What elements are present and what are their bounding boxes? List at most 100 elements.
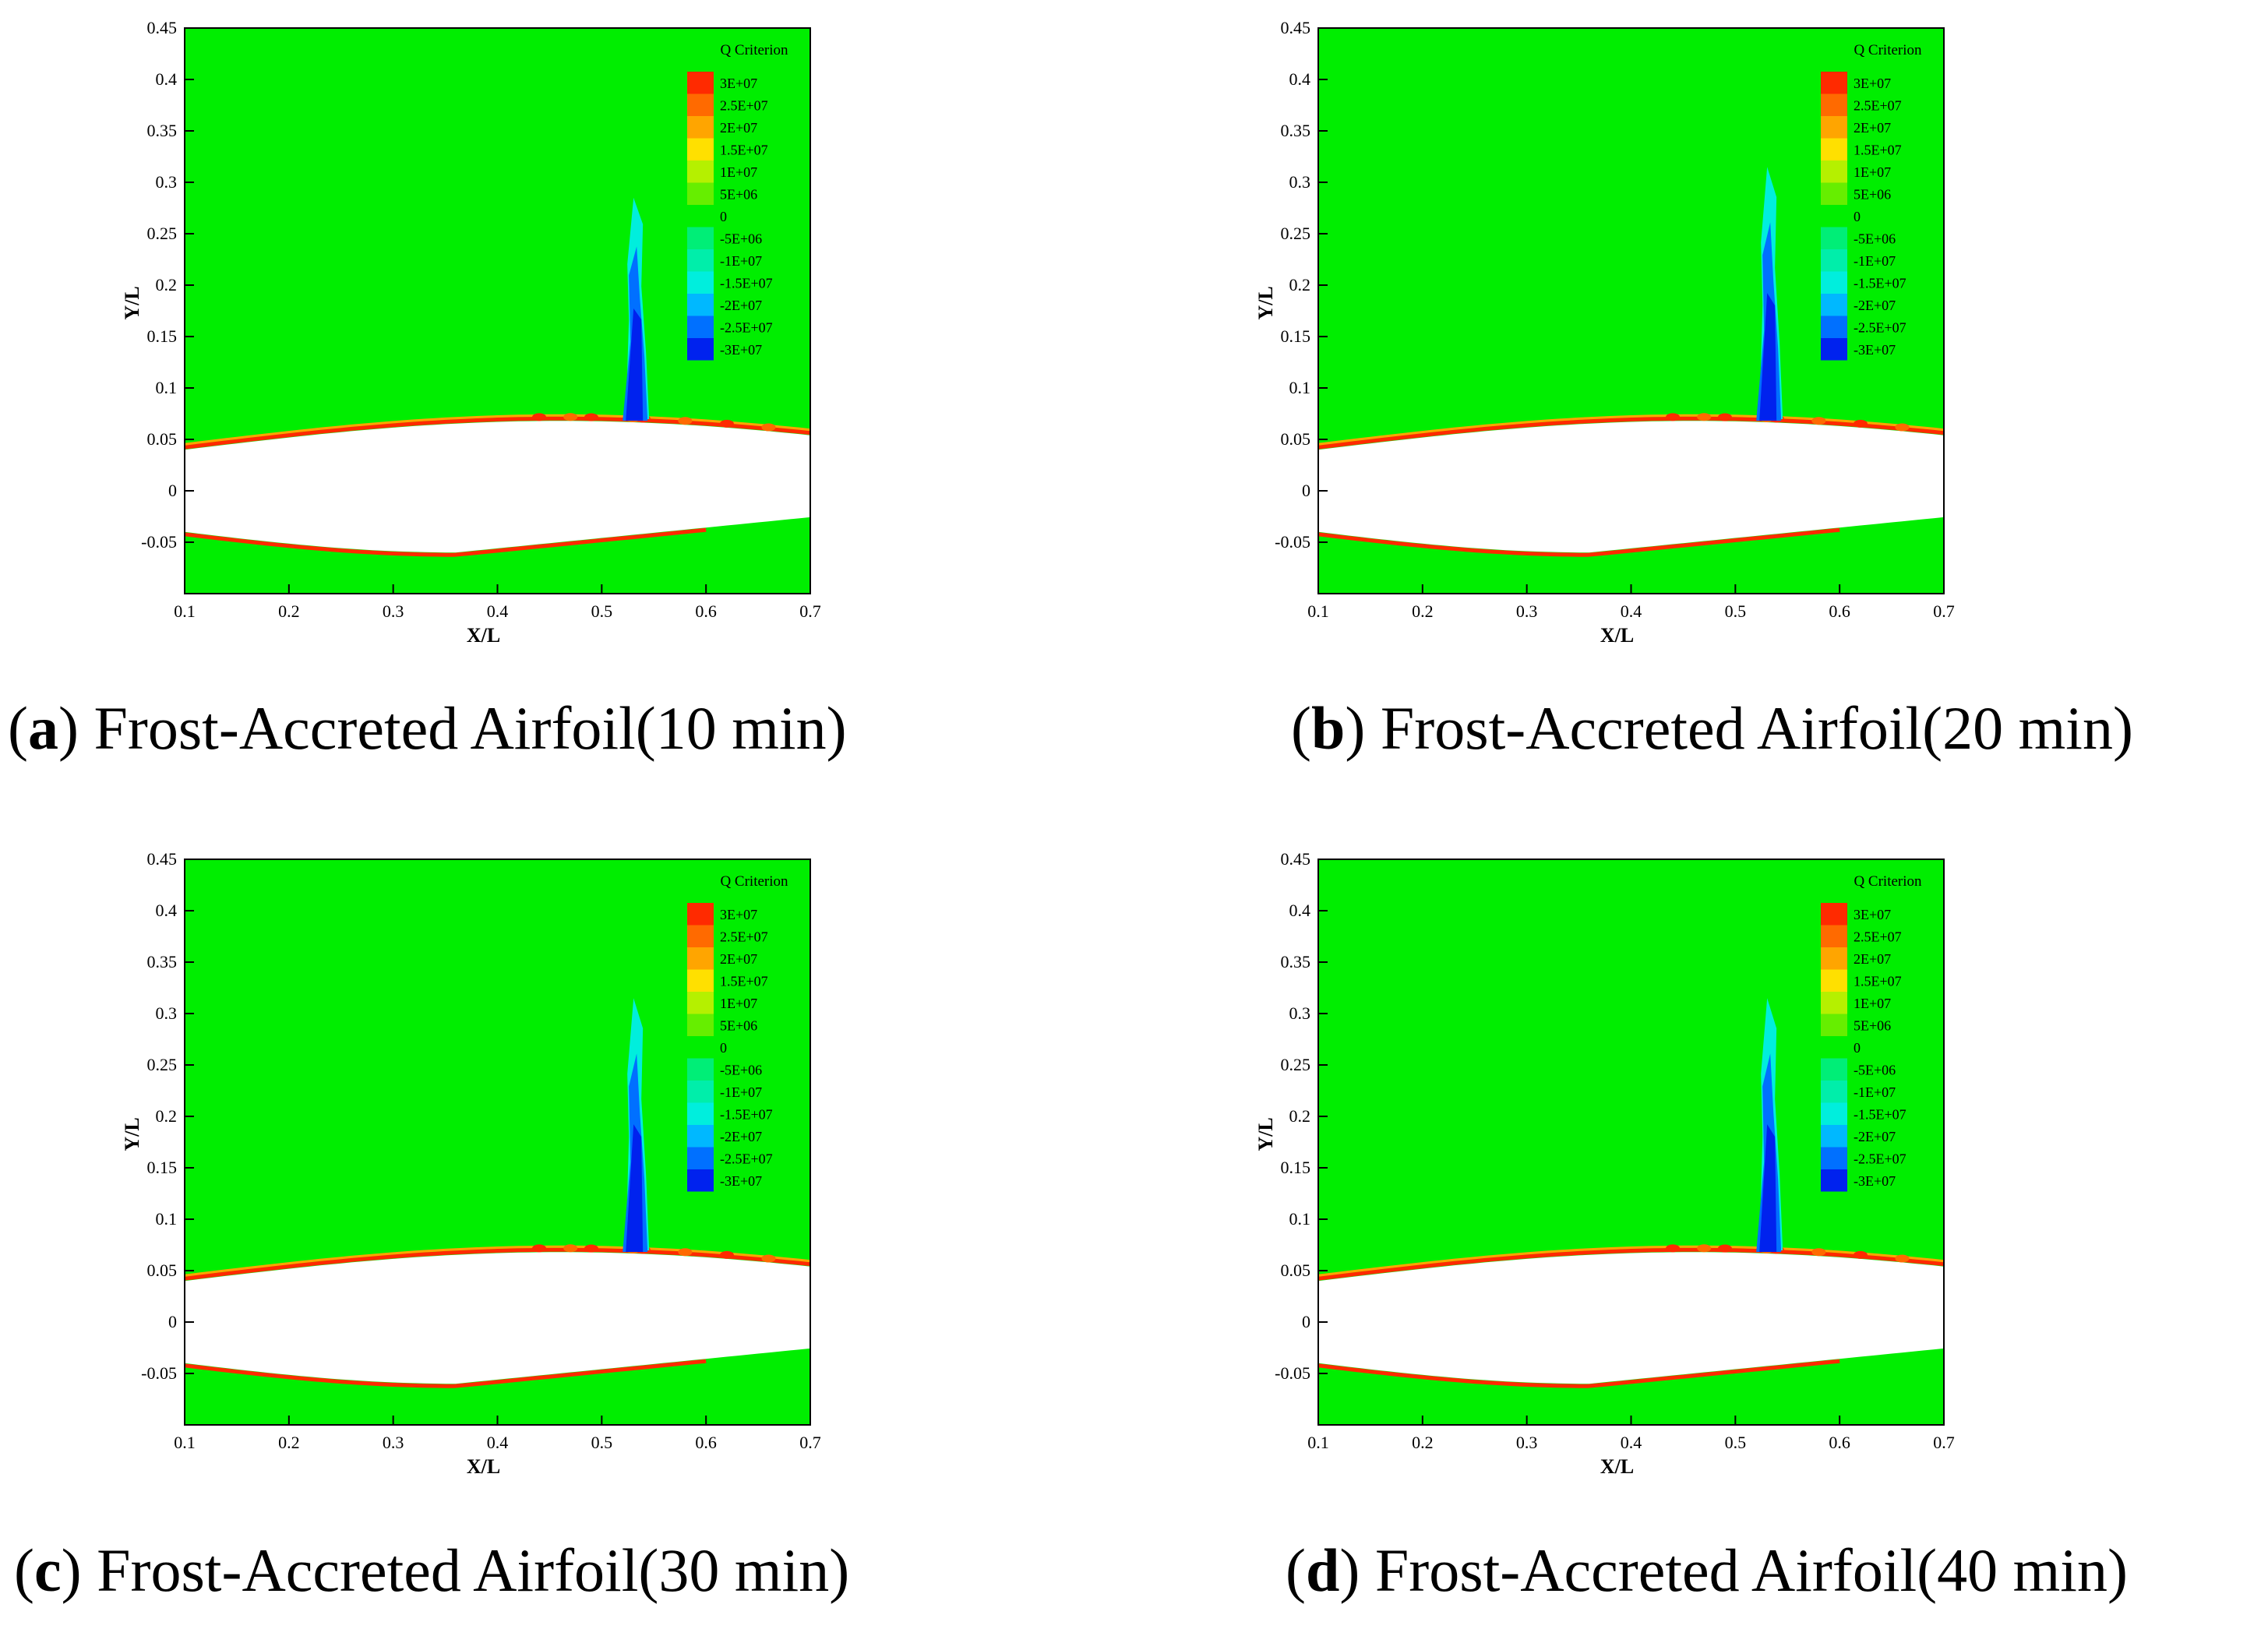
legend-swatch <box>1821 93 1847 116</box>
legend-swatch <box>687 1125 714 1148</box>
y-tick-label: 0.4 <box>1289 901 1311 920</box>
legend-title: Q Criterion <box>720 42 788 58</box>
legend-swatch <box>1821 182 1847 205</box>
y-tick-label: 0.3 <box>1289 172 1311 192</box>
y-tick-label: 0.1 <box>156 378 178 397</box>
y-axis-label: Y/L <box>1254 286 1277 319</box>
legend-label: -5E+06 <box>720 1063 762 1078</box>
legend-label: 5E+06 <box>720 1018 757 1034</box>
x-tick-label: 0.4 <box>1621 1433 1642 1452</box>
x-tick-label: 0.6 <box>695 1433 717 1452</box>
legend-swatch <box>1821 1081 1847 1103</box>
legend-swatch <box>687 1102 714 1125</box>
legend-swatch <box>1821 947 1847 970</box>
x-tick-label: 0.4 <box>487 1433 509 1452</box>
legend-swatch <box>1821 316 1847 338</box>
caption-text: Frost-Accreted Airfoil(20 min) <box>1380 694 2133 762</box>
legend-swatch <box>1821 969 1847 992</box>
lower-shear-layer <box>184 1359 707 1388</box>
vortex-center <box>1759 1124 1777 1252</box>
y-tick-label: 0.1 <box>1289 378 1311 397</box>
x-tick-label: 0.3 <box>383 601 404 621</box>
frost-roughness <box>1717 1244 1732 1253</box>
legend-label: -1.5E+07 <box>1854 1107 1906 1123</box>
legend-label: -3E+07 <box>1854 1173 1896 1189</box>
x-tick-label: 0.2 <box>278 1433 300 1452</box>
upper-shear-layer <box>184 416 811 450</box>
panel-letter: b <box>1310 694 1346 762</box>
y-tick-label: 0.15 <box>1281 326 1311 346</box>
legend-swatch <box>1821 1169 1847 1192</box>
panel-letter: a <box>27 694 58 762</box>
legend-label: 1E+07 <box>720 164 757 180</box>
y-tick-label: 0.3 <box>1289 1003 1311 1023</box>
chart-panel-d: 0.1 0.2 0.3 0.4 0.5 0.6 0.7 -0.05 0 0.05 0.1 0.15 0.… <box>1134 831 2268 1636</box>
legend-swatch <box>687 1058 714 1081</box>
contour-plot-d: 0.1 0.2 0.3 0.4 0.5 0.6 0.7 -0.05 0 0.05 0.1 0.15 0.… <box>1254 849 1955 1478</box>
caption-text: Frost-Accreted Airfoil(10 min) <box>93 694 847 762</box>
y-tick-label: 0.25 <box>147 1055 178 1074</box>
legend-label: -2E+07 <box>720 1129 762 1144</box>
y-tick-label: 0 <box>1302 481 1310 500</box>
airfoil <box>1318 1252 1944 1384</box>
legend-label: -1.5E+07 <box>720 276 773 291</box>
legend-swatch <box>687 947 714 970</box>
y-tick-label: 0.15 <box>1281 1158 1311 1177</box>
legend-swatch <box>687 338 714 361</box>
legend-swatch <box>687 93 714 116</box>
x-axis-label: X/L <box>1600 1455 1634 1478</box>
legend-swatch <box>687 205 714 227</box>
legend-label: 0 <box>1854 1040 1861 1056</box>
y-axis-label: Y/L <box>1254 1117 1277 1151</box>
y-tick-label: 0.05 <box>1281 429 1311 449</box>
frost-roughness <box>761 423 776 432</box>
legend-swatch <box>1821 1102 1847 1125</box>
legend-swatch <box>687 138 714 160</box>
legend-label: -1E+07 <box>1854 1084 1896 1100</box>
legend-swatch <box>687 1036 714 1059</box>
legend-swatch <box>687 1147 714 1169</box>
x-tick-label: 0.7 <box>799 601 821 621</box>
frost-roughness <box>678 417 693 425</box>
frost-roughness <box>1895 1254 1910 1263</box>
y-tick-label: 0.25 <box>1281 224 1311 243</box>
legend-label: 3E+07 <box>720 907 757 922</box>
legend-swatch <box>1821 205 1847 227</box>
upper-shear-layer <box>184 1247 811 1281</box>
legend-label: -1.5E+07 <box>720 1107 773 1123</box>
upper-shear-layer <box>1317 416 1945 450</box>
x-tick-label: 0.7 <box>1933 601 1955 621</box>
legend-label: 1.5E+07 <box>1854 974 1902 989</box>
frost-roughness <box>678 1248 693 1257</box>
legend-label: 2E+07 <box>720 120 757 136</box>
y-tick-label: 0.3 <box>156 1003 178 1023</box>
y-tick-label: 0.2 <box>156 275 178 294</box>
x-tick-label: 0.5 <box>1725 1433 1747 1452</box>
y-tick-label: 0.35 <box>1281 952 1311 971</box>
legend-label: 3E+07 <box>1854 76 1891 91</box>
panel-letter: d <box>1305 1536 1340 1604</box>
y-tick-label: -0.05 <box>1275 1363 1310 1383</box>
y-tick-label: 0.05 <box>147 1260 178 1280</box>
legend-label: -2E+07 <box>1854 1129 1896 1144</box>
x-tick-label: 0.1 <box>1307 601 1329 621</box>
legend-swatch <box>1821 116 1847 139</box>
legend-swatch <box>687 294 714 316</box>
frost-roughness <box>1666 413 1681 421</box>
legend-label: -3E+07 <box>720 1173 762 1189</box>
frost-roughness <box>1717 413 1732 421</box>
vortex-center <box>1759 293 1777 421</box>
legend-label: -3E+07 <box>720 342 762 358</box>
y-tick-label: 0.35 <box>147 121 178 140</box>
caption-text: Frost-Accreted Airfoil(30 min) <box>97 1536 850 1604</box>
legend-swatch <box>687 925 714 947</box>
legend-swatch <box>687 1014 714 1036</box>
legend-label: 0 <box>720 1040 727 1056</box>
legend-swatch <box>687 903 714 926</box>
lower-shear-layer <box>1317 527 1840 557</box>
frost-roughness <box>719 1250 734 1259</box>
legend-label: 2.5E+07 <box>720 929 768 945</box>
legend-label: 2E+07 <box>1854 120 1891 136</box>
x-tick-label: 0.1 <box>1307 1433 1329 1452</box>
x-tick-label: 0.6 <box>695 601 717 621</box>
